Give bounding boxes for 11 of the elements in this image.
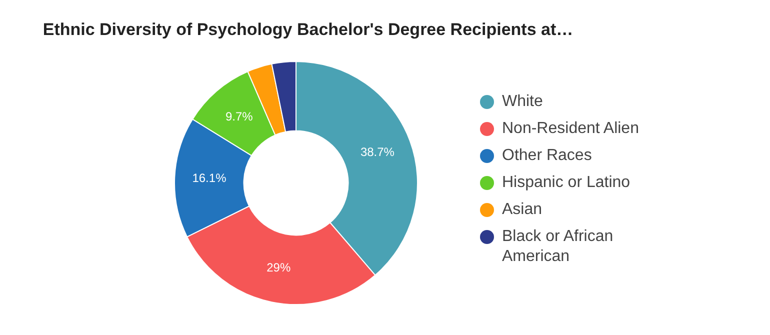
data-label: 16.1% bbox=[192, 171, 227, 186]
legend-label: Hispanic or Latino bbox=[502, 173, 630, 193]
data-label: 29% bbox=[266, 260, 291, 274]
data-label: 9.7% bbox=[225, 110, 254, 124]
legend-label: Other Races bbox=[502, 146, 592, 166]
legend-label: White bbox=[502, 92, 543, 112]
legend-label: Non-Resident Alien bbox=[502, 119, 639, 139]
legend-label: Black or African American bbox=[502, 227, 614, 267]
data-label: 38.7% bbox=[360, 145, 395, 160]
chart-title: Ethnic Diversity of Psychology Bachelor's Degree Recipients at… bbox=[42, 20, 574, 40]
legend-label: Asian bbox=[502, 200, 542, 220]
